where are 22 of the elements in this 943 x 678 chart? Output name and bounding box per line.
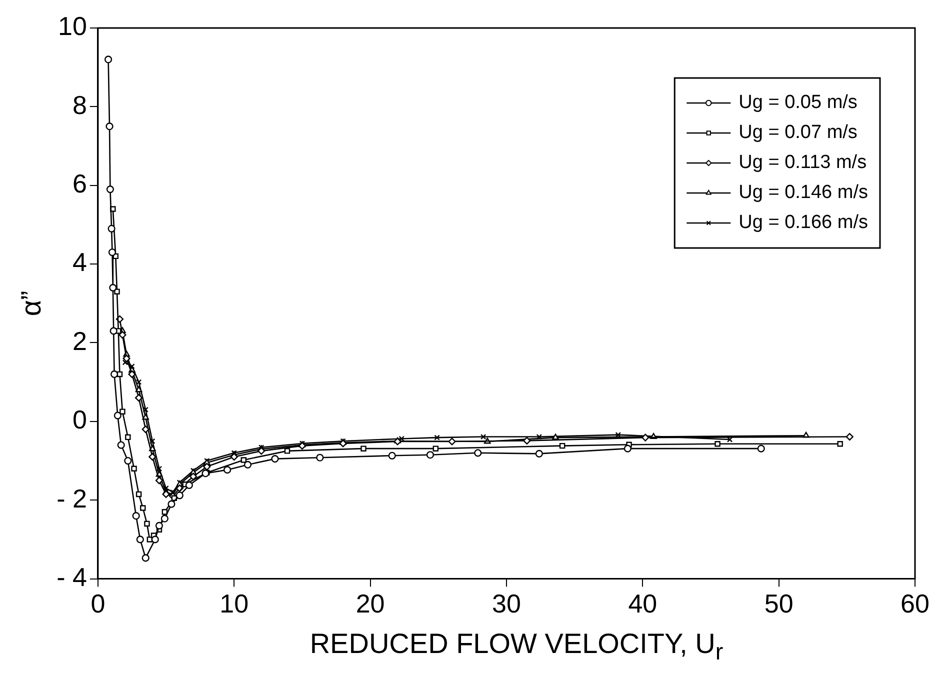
y-tick-label: 4	[72, 247, 87, 278]
legend-label: Ug = 0.146 m/s	[738, 182, 868, 204]
x-axis-title: REDUCED FLOW VELOCITY, U$_{r}$	[308, 628, 724, 666]
x-tick-label: 50	[764, 588, 794, 619]
y-tick-label: - 4	[56, 562, 87, 592]
legend-label: Ug = 0.166 m/s	[738, 212, 868, 234]
y-tick-label: - 2	[56, 483, 87, 514]
y-tick-label: 0	[72, 404, 87, 435]
x-tick-label: 20	[356, 588, 385, 619]
x-tick-label: 10	[220, 588, 249, 619]
x-tick-label: 40	[628, 588, 658, 619]
x-tick-label: 30	[492, 588, 521, 619]
y-tick-label: 2	[72, 326, 87, 356]
y-tick-label: 8	[72, 90, 87, 120]
x-tick-label: 0	[90, 588, 106, 619]
legend-label: Ug = 0.07 m/s	[738, 122, 858, 144]
y-tick-label: 10	[58, 11, 87, 42]
legend-label: Ug = 0.05 m/s	[738, 92, 858, 114]
y-tick-label: 6	[72, 168, 87, 199]
y-axis-title: α”	[16, 290, 47, 316]
x-tick-label: 60	[900, 588, 930, 619]
legend-label: Ug = 0.113 m/s	[738, 152, 867, 174]
